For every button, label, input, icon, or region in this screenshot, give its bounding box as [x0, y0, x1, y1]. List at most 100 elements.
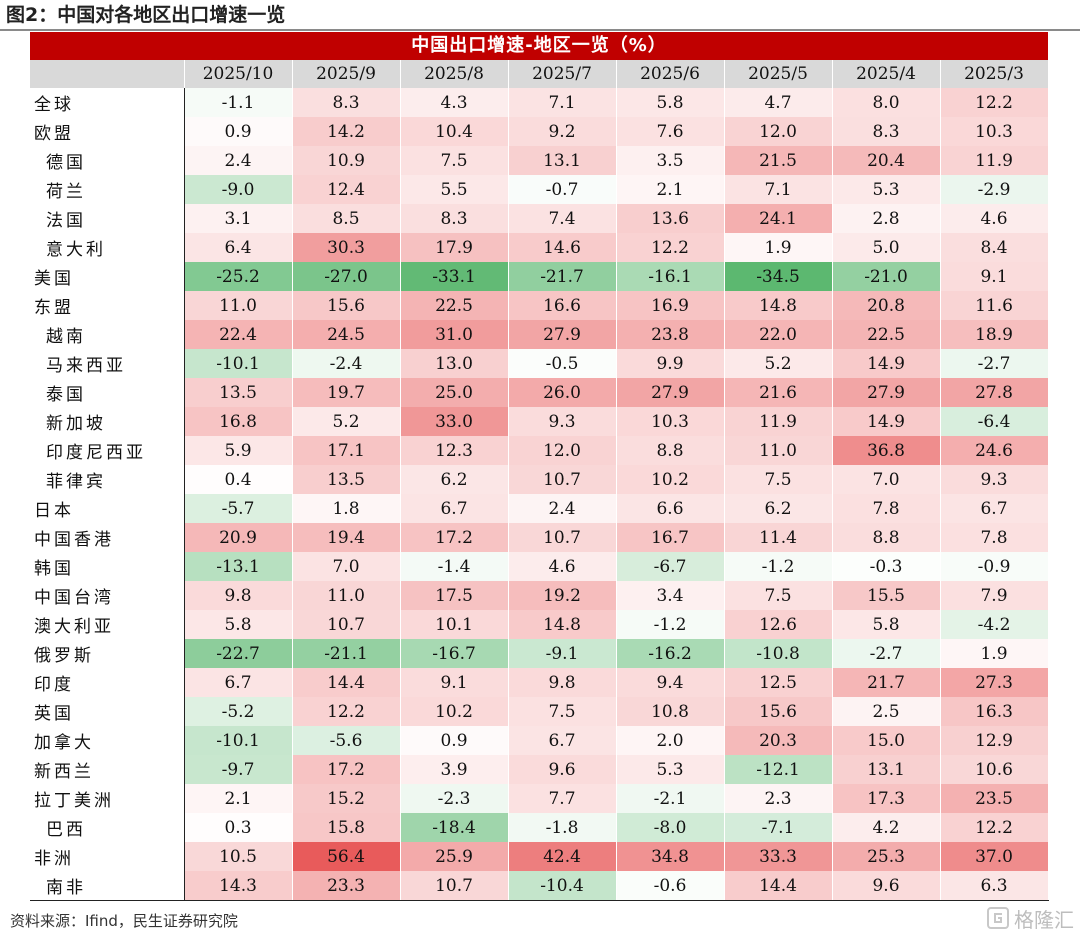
data-cell: 27.3 [940, 668, 1049, 697]
data-cell: 25.0 [400, 378, 509, 407]
data-cell: -12.1 [724, 755, 833, 784]
watermark-text: 格隆汇 [1014, 907, 1074, 932]
column-header: 2025/7 [508, 60, 617, 88]
column-header: 2025/9 [292, 60, 401, 88]
data-cell: 2.1 [184, 784, 293, 813]
data-cell: 24.1 [724, 204, 833, 233]
table-row: 澳大利亚 5.8 10.7 10.1 14.8 -1.2 12.6 5.8 -4.2 [30, 610, 1049, 639]
header-corner [30, 60, 185, 88]
row-label: 日本 [30, 494, 185, 523]
data-cell: 21.7 [832, 668, 941, 697]
data-cell: 20.4 [832, 146, 941, 175]
data-cell: 31.0 [400, 320, 509, 349]
row-label: 印度尼西亚 [30, 436, 185, 465]
data-cell: 11.0 [292, 581, 401, 610]
row-label: 英国 [30, 697, 185, 726]
data-cell: 2.3 [724, 784, 833, 813]
data-cell: 27.9 [616, 378, 725, 407]
data-cell: -0.5 [508, 349, 617, 378]
table-row: 非洲 10.5 56.4 25.9 42.4 34.8 33.3 25.3 37.0 [30, 842, 1049, 871]
data-cell: 36.8 [832, 436, 941, 465]
data-cell: 10.2 [400, 697, 509, 726]
table-row: 泰国 13.5 19.7 25.0 26.0 27.9 21.6 27.9 27.8 [30, 378, 1049, 407]
row-label: 意大利 [30, 233, 185, 262]
data-cell: 12.2 [940, 813, 1049, 842]
data-cell: 2.1 [616, 175, 725, 204]
data-cell: 10.9 [292, 146, 401, 175]
data-cell: 7.5 [508, 697, 617, 726]
row-label: 南非 [30, 871, 185, 901]
data-cell: 1.9 [940, 639, 1049, 668]
data-cell: -21.1 [292, 639, 401, 668]
column-header: 2025/4 [832, 60, 941, 88]
row-label: 巴西 [30, 813, 185, 842]
data-cell: 16.3 [940, 697, 1049, 726]
data-cell: 4.6 [508, 552, 617, 581]
data-cell: 15.2 [292, 784, 401, 813]
table-row: 德国 2.4 10.9 7.5 13.1 3.5 21.5 20.4 11.9 [30, 146, 1049, 175]
data-cell: 5.2 [292, 407, 401, 436]
data-cell: -18.4 [400, 813, 509, 842]
data-cell: 10.7 [400, 871, 509, 901]
data-cell: 5.9 [184, 436, 293, 465]
data-cell: 12.5 [724, 668, 833, 697]
data-cell: 27.8 [940, 378, 1049, 407]
data-cell: 22.0 [724, 320, 833, 349]
data-cell: 7.4 [508, 204, 617, 233]
data-cell: 15.5 [832, 581, 941, 610]
data-cell: 3.4 [616, 581, 725, 610]
data-cell: 17.1 [292, 436, 401, 465]
data-cell: -9.1 [508, 639, 617, 668]
data-cell: 17.9 [400, 233, 509, 262]
table-row: 韩国 -13.1 7.0 -1.4 4.6 -6.7 -1.2 -0.3 -0.9 [30, 552, 1049, 581]
data-cell: 14.9 [832, 349, 941, 378]
table-row: 越南 22.4 24.5 31.0 27.9 23.8 22.0 22.5 18.9 [30, 320, 1049, 349]
data-cell: -7.1 [724, 813, 833, 842]
data-cell: 8.3 [292, 88, 401, 117]
row-label: 菲律宾 [30, 465, 185, 494]
data-cell: 16.8 [184, 407, 293, 436]
table-row: 美国 -25.2 -27.0 -33.1 -21.7 -16.1 -34.5 -21.0 9.1 [30, 262, 1049, 291]
data-cell: 14.8 [508, 610, 617, 639]
source-note: 资料来源：Ifind，民生证券研究院 [10, 912, 238, 930]
row-label: 韩国 [30, 552, 185, 581]
data-cell: 7.6 [616, 117, 725, 146]
data-cell: 10.7 [508, 523, 617, 552]
data-cell: 19.4 [292, 523, 401, 552]
data-cell: 15.8 [292, 813, 401, 842]
data-cell: 12.0 [508, 436, 617, 465]
data-cell: 6.7 [184, 668, 293, 697]
data-cell: -5.7 [184, 494, 293, 523]
table-row: 英国 -5.2 12.2 10.2 7.5 10.8 15.6 2.5 16.3 [30, 697, 1049, 726]
data-cell: -10.4 [508, 871, 617, 901]
data-cell: 6.7 [508, 726, 617, 755]
table-row: 荷兰 -9.0 12.4 5.5 -0.7 2.1 7.1 5.3 -2.9 [30, 175, 1049, 204]
table-body: 全球 -1.1 8.3 4.3 7.1 5.8 4.7 8.0 12.2 欧盟 0.9 14.2 10.… [30, 88, 1049, 901]
data-cell: 23.5 [940, 784, 1049, 813]
data-cell: 25.9 [400, 842, 509, 871]
data-cell: 12.2 [616, 233, 725, 262]
data-cell: -0.7 [508, 175, 617, 204]
data-cell: 12.0 [724, 117, 833, 146]
data-cell: 22.5 [400, 291, 509, 320]
table-row: 法国 3.1 8.5 8.3 7.4 13.6 24.1 2.8 4.6 [30, 204, 1049, 233]
data-cell: -6.7 [616, 552, 725, 581]
data-cell: 7.8 [832, 494, 941, 523]
watermark: 格隆汇 [986, 904, 1074, 932]
data-cell: 6.6 [616, 494, 725, 523]
data-cell: 12.6 [724, 610, 833, 639]
data-cell: -1.1 [184, 88, 293, 117]
data-cell: 9.9 [616, 349, 725, 378]
data-cell: 3.1 [184, 204, 293, 233]
data-cell: 2.0 [616, 726, 725, 755]
data-cell: 13.0 [400, 349, 509, 378]
data-cell: 24.5 [292, 320, 401, 349]
data-cell: -16.2 [616, 639, 725, 668]
data-cell: -33.1 [400, 262, 509, 291]
data-cell: 24.6 [940, 436, 1049, 465]
data-cell: 8.3 [400, 204, 509, 233]
data-cell: 25.3 [832, 842, 941, 871]
data-cell: 7.1 [724, 175, 833, 204]
data-cell: 6.7 [400, 494, 509, 523]
data-cell: 8.5 [292, 204, 401, 233]
